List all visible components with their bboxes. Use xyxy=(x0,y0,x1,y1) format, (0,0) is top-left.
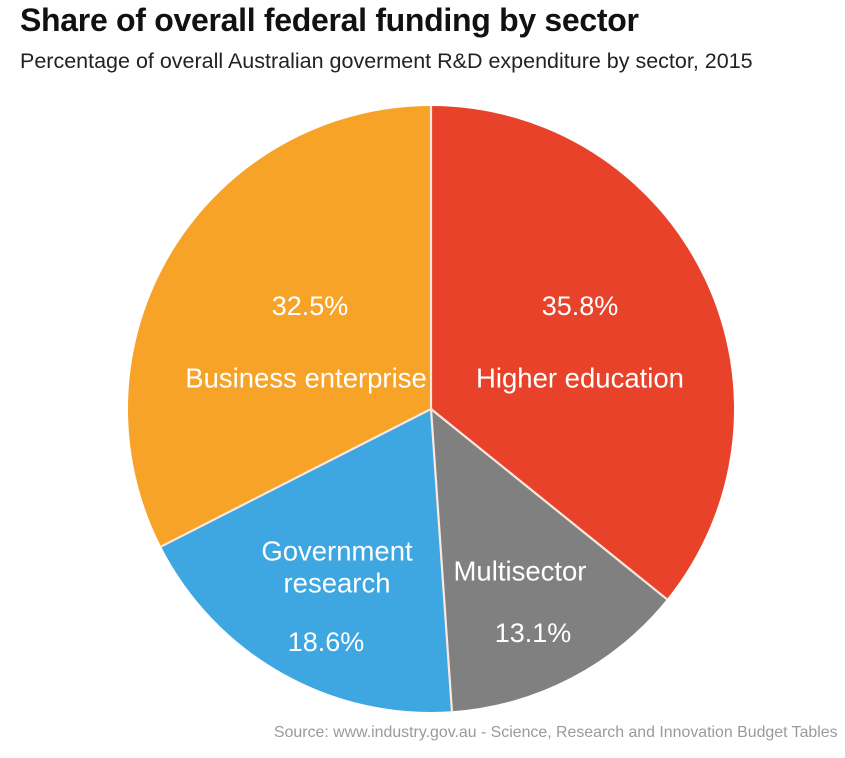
svg-text:Higher education: Higher education xyxy=(476,362,684,393)
svg-text:Government: Government xyxy=(261,535,413,566)
svg-text:18.6%: 18.6% xyxy=(288,627,365,657)
svg-text:research: research xyxy=(284,567,391,598)
svg-text:Multisector: Multisector xyxy=(454,555,587,586)
svg-text:35.8%: 35.8% xyxy=(542,291,619,321)
svg-text:13.1%: 13.1% xyxy=(495,618,572,648)
svg-text:Business enterprise: Business enterprise xyxy=(185,362,427,393)
svg-text:32.5%: 32.5% xyxy=(272,291,349,321)
